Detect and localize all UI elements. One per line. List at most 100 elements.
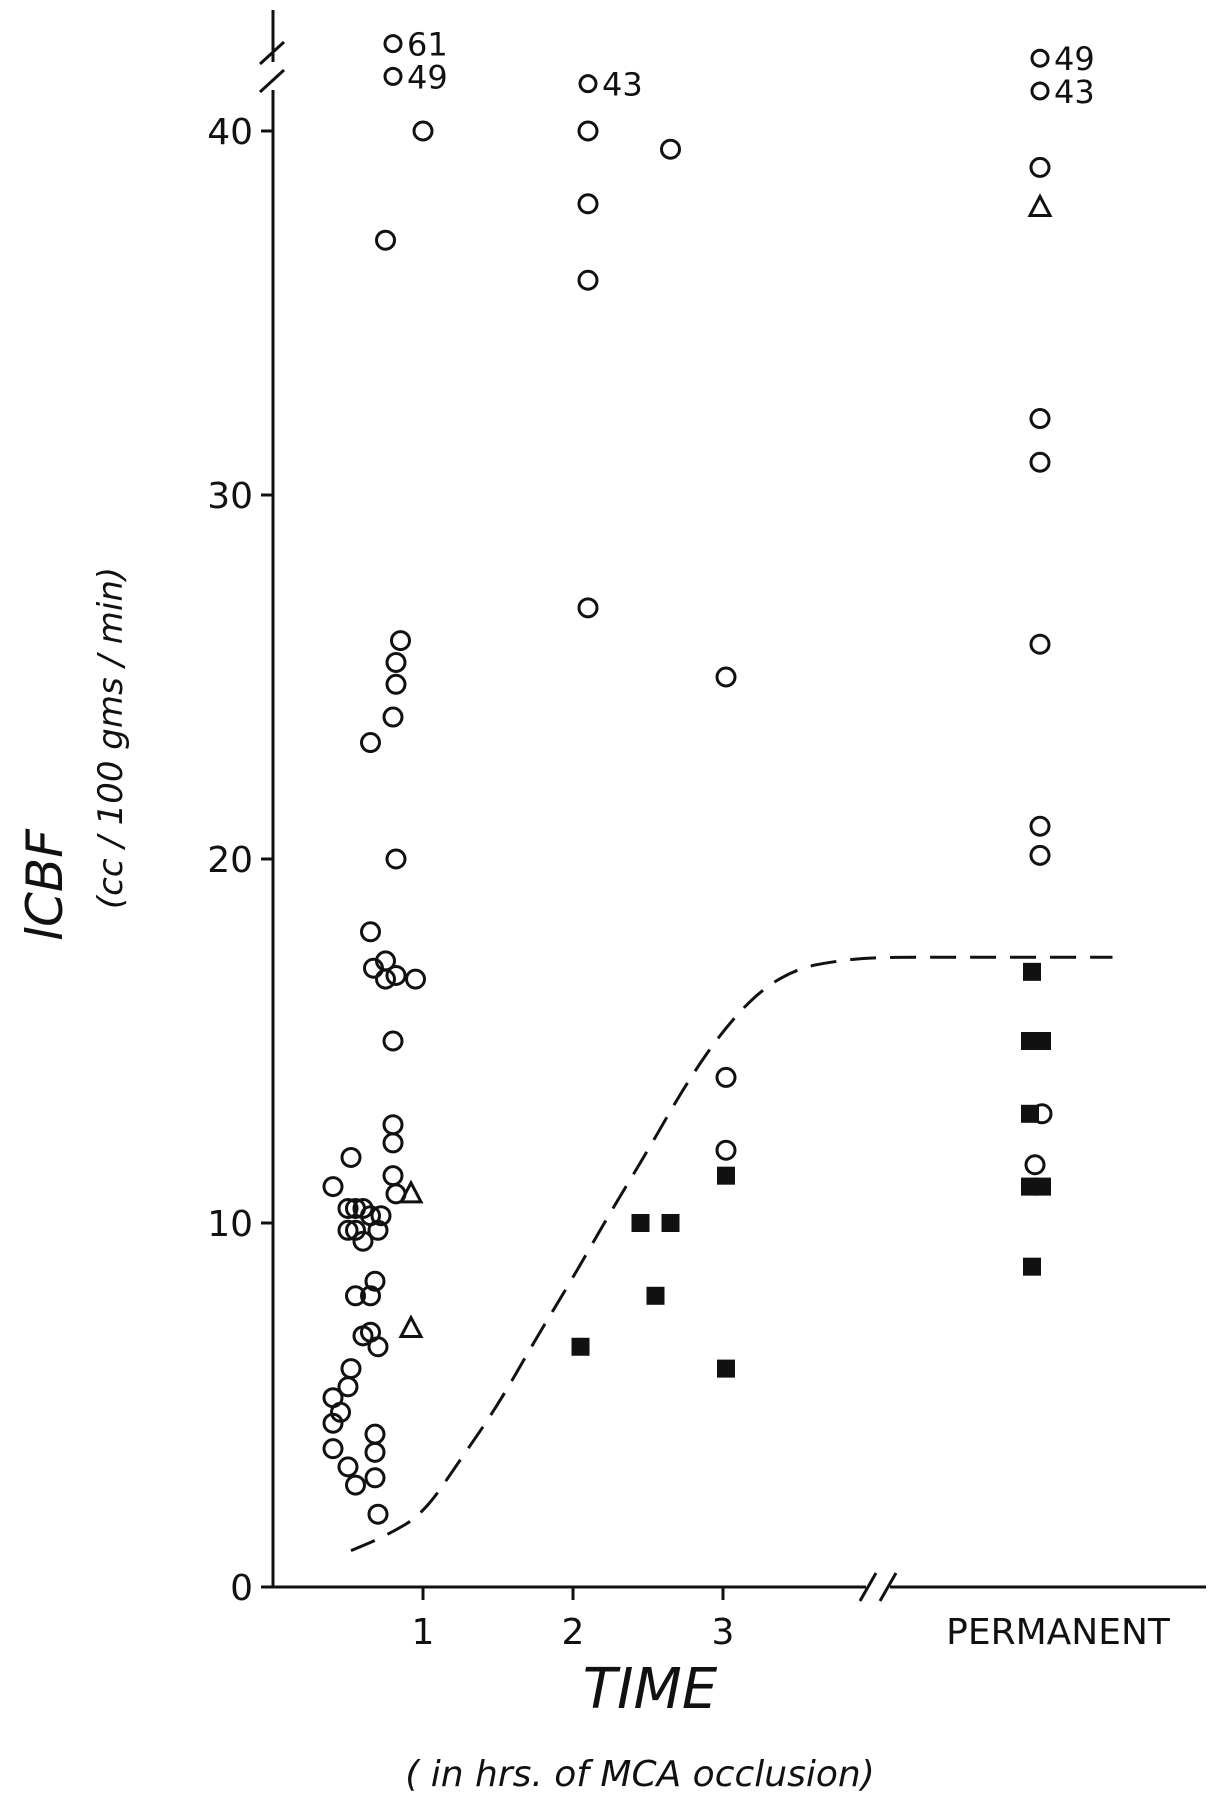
data-point-circle [330,1401,351,1423]
data-point-square [1023,962,1041,981]
data-point-circle [385,651,407,673]
data-point-circle [382,1030,404,1052]
x-tick-label: 2 [562,1612,585,1653]
data-point-square [571,1337,590,1356]
data-point-circle [405,968,426,990]
data-point-circle [345,1474,366,1496]
y-tick-label: 10 [207,1204,253,1245]
data-point-circle [337,1219,359,1241]
y-break-stroke [258,40,286,66]
annotated-point [578,74,598,94]
y-tick-label: 20 [207,840,253,881]
data-point-circle [385,673,407,695]
y-axis-break-mark [258,40,286,94]
annotation-label: 49 [1054,40,1095,78]
x-axis-break-mark [858,1572,898,1602]
trend-curve-layer [350,955,1113,1552]
x-axis-label: TIME [583,1657,718,1722]
data-point-circle [382,1132,404,1154]
x-ticks: 1 2 3 PERMANENT [412,1587,1171,1653]
data-point-square [717,1166,735,1185]
annotated-point [1030,48,1050,68]
data-point-triangle [1027,193,1053,217]
annotation-label: 61 [407,26,448,64]
y-axis-label: lCBF [16,828,74,941]
annotated-point [383,34,403,54]
y-ticks: 0 10 20 30 40 [207,112,273,1609]
x-tick-label: 3 [712,1612,735,1653]
data-point-circle [364,1423,386,1445]
data-point-circle [715,666,737,688]
data-point-circle [385,848,407,870]
data-point-circle [1029,156,1051,178]
x-axis-sublabel: ( in hrs. of MCA occlusion) [405,1754,875,1795]
data-point-circle [367,1219,389,1241]
x-tick-label: 1 [412,1612,435,1653]
data-point-circle [390,630,411,652]
data-points [322,120,1053,1525]
data-point-circle [412,120,434,142]
data-point-circle [375,229,396,251]
data-point-square [1021,1104,1039,1123]
trend-curve [350,955,1113,1552]
data-point-circle [660,138,681,160]
data-point-circle [385,964,407,986]
data-point-circle [360,921,381,943]
data-point-circle [382,1114,404,1136]
y-tick-label: 0 [230,1568,253,1609]
x-tick-label: PERMANENT [946,1612,1171,1653]
data-point-circle [577,597,599,619]
y-tick-label: 30 [207,476,253,517]
data-point-circle [1029,844,1051,866]
annotated-point [1030,81,1050,101]
annotated-point [383,66,403,86]
data-point-circle [340,1146,362,1168]
x-break-stroke [878,1572,898,1602]
data-point-circle [345,1285,366,1307]
data-point-circle [322,1438,344,1460]
data-point-circle [715,1066,737,1088]
data-point-square [631,1214,650,1232]
data-point-circle [1029,633,1051,655]
data-point-circle [577,120,599,142]
data-point-circle [715,1139,737,1161]
data-point-circle [370,1205,392,1227]
data-point-circle [337,1376,359,1398]
data-point-triangle [398,1314,424,1339]
data-point-circle [352,1230,374,1252]
y-axis-units: (cc / 100 gms / min) [91,567,131,909]
data-point-circle [1029,815,1051,837]
data-point-circle [382,706,404,728]
data-point-circle [367,1336,389,1358]
data-point-circle [364,1441,386,1463]
axes [258,10,1206,1602]
data-point-square [646,1286,665,1305]
data-point-circle [340,1358,362,1380]
data-point-circle [364,1467,386,1489]
data-point-circle [1024,1154,1046,1176]
data-point-circle [577,269,599,291]
data-point-square [717,1359,735,1378]
data-point-circle [577,193,599,215]
y-break-stroke [258,68,286,94]
data-point-circle [337,1456,359,1478]
data-point-circle [375,968,396,990]
data-point-square [661,1214,680,1232]
data-point-square [1023,1257,1041,1276]
y-tick-label: 40 [207,112,253,153]
x-break-stroke [858,1572,878,1602]
data-point-circle [367,1503,389,1525]
data-point-circle [360,1285,381,1307]
data-point-circle [322,1176,344,1198]
data-point-triangle [398,1179,424,1204]
data-point-circle [360,732,381,754]
data-point-circle [1029,408,1051,430]
data-point-circle [1029,451,1051,473]
data-point-circle [382,1165,404,1187]
data-point-circle [364,1270,386,1292]
data-point-square [1033,1177,1051,1196]
annotation-label: 49 [407,58,448,96]
data-point-circle [337,1197,359,1219]
